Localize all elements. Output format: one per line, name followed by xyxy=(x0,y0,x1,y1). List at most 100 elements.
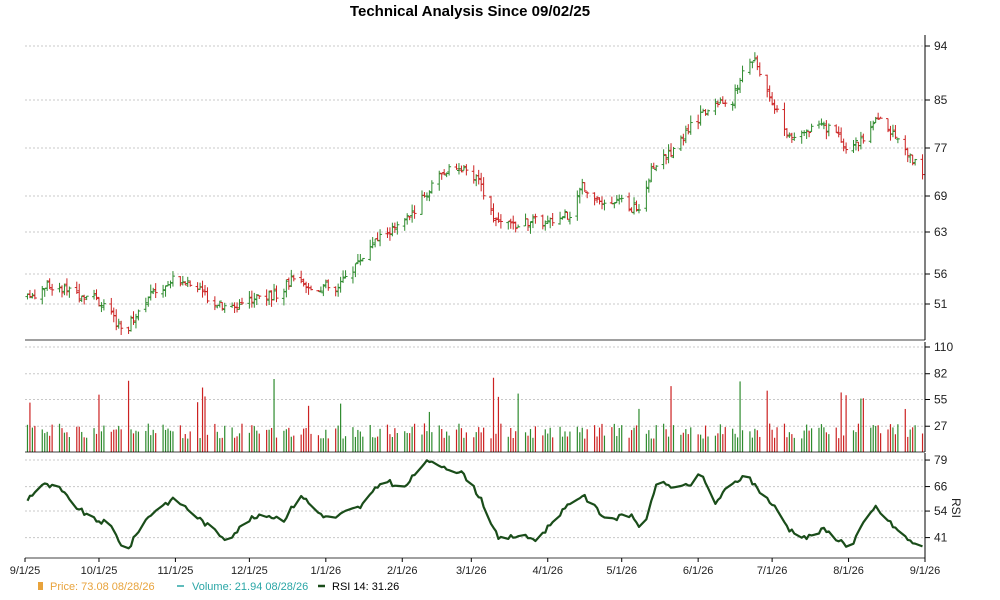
price-bar xyxy=(62,283,67,296)
price-bar xyxy=(442,169,447,176)
price-bar xyxy=(558,211,563,225)
price-bar xyxy=(264,289,269,306)
legend-rsi: RSI 14: 31.26 xyxy=(332,581,399,593)
price-bar xyxy=(493,217,498,227)
price-bar xyxy=(496,212,501,223)
price-bar xyxy=(834,124,839,133)
price-bar xyxy=(545,215,550,225)
price-bar xyxy=(844,142,849,154)
price-bar xyxy=(257,295,262,299)
price-bar xyxy=(696,114,701,130)
price-bar xyxy=(370,237,375,249)
price-tick-label: 85 xyxy=(934,93,948,107)
price-bar xyxy=(427,190,432,202)
price-bar xyxy=(664,154,669,165)
price-bar xyxy=(819,118,824,126)
price-bar xyxy=(424,192,429,201)
price-bar xyxy=(358,254,363,266)
price-bar xyxy=(481,177,486,200)
price-bar xyxy=(27,289,32,299)
price-bar xyxy=(274,285,279,303)
price-bar xyxy=(168,280,173,289)
price-bar xyxy=(671,146,676,159)
price-bar xyxy=(50,283,55,296)
price-bar xyxy=(703,109,708,116)
price-bar xyxy=(516,224,521,228)
price-bar xyxy=(772,99,777,114)
price-bar xyxy=(476,169,481,185)
price-bar xyxy=(217,300,222,308)
volume-tick-label: 27 xyxy=(934,419,948,433)
price-bar xyxy=(439,172,444,180)
price-bar xyxy=(730,101,735,111)
price-bar xyxy=(180,275,185,286)
price-bar xyxy=(77,283,82,303)
price-bar xyxy=(491,203,496,223)
price-bar xyxy=(506,221,511,230)
legend-price: Price: 73.08 08/28/26 xyxy=(50,581,155,593)
price-bar xyxy=(247,291,252,309)
price-bar xyxy=(575,190,580,221)
price-bar xyxy=(757,62,762,77)
price-bar xyxy=(651,162,656,170)
legend: Price: 73.08 08/28/26 Volume: 21.94 08/2… xyxy=(38,581,399,593)
price-bar xyxy=(550,212,555,227)
rsi-axis: 41 54 66 79 xyxy=(25,453,948,559)
price-bar xyxy=(368,239,373,261)
price-tick-label: 69 xyxy=(934,189,948,203)
price-bar xyxy=(770,92,775,106)
price-bar xyxy=(57,282,62,293)
price-bar xyxy=(143,297,148,313)
price-bar xyxy=(129,315,134,332)
price-bar xyxy=(649,163,654,183)
price-bar xyxy=(161,284,166,298)
price-bar xyxy=(706,109,711,116)
price-bar xyxy=(131,311,136,325)
x-axis: 9/1/25 10/1/25 11/1/25 12/1/25 1/1/26 2/1/26 3… xyxy=(10,558,940,577)
rsi-tick-label: 66 xyxy=(934,480,948,494)
price-bar xyxy=(489,195,494,216)
price-bar xyxy=(267,290,272,306)
price-bar xyxy=(853,137,858,151)
price-bar xyxy=(170,271,175,287)
price-bar xyxy=(387,227,392,241)
price-bar xyxy=(767,85,772,102)
price-bar xyxy=(602,199,607,211)
price-bar xyxy=(595,196,600,203)
price-bar xyxy=(920,154,925,180)
price-bar xyxy=(666,144,671,164)
price-bar xyxy=(40,285,45,305)
price-bar xyxy=(718,97,723,104)
price-bar xyxy=(74,281,79,294)
price-bar xyxy=(824,120,829,140)
price-bar xyxy=(153,283,158,299)
price-bar xyxy=(47,278,52,290)
price-bar xyxy=(511,215,516,230)
x-tick-label: 3/1/26 xyxy=(456,565,487,577)
price-bar xyxy=(563,209,567,219)
price-bar xyxy=(560,216,565,220)
price-bar xyxy=(861,133,866,144)
price-bar xyxy=(405,213,410,225)
price-bar xyxy=(281,288,286,306)
price-bar xyxy=(851,139,856,153)
chart-title: Technical Analysis Since 09/02/25 xyxy=(350,3,590,20)
price-bar xyxy=(787,132,792,138)
rsi-tick-label: 41 xyxy=(934,531,948,545)
price-bar xyxy=(612,202,617,209)
price-bar xyxy=(407,215,412,221)
price-bar xyxy=(461,164,466,171)
price-bar xyxy=(101,299,106,311)
price-bar xyxy=(654,165,659,172)
price-bar xyxy=(116,318,121,329)
price-bar xyxy=(82,294,87,305)
price-bar xyxy=(619,194,624,203)
x-tick-label: 10/1/25 xyxy=(81,565,118,577)
price-bar xyxy=(222,302,227,313)
x-tick-label: 6/1/26 xyxy=(683,565,714,577)
price-bar xyxy=(632,197,637,215)
x-tick-label: 2/1/26 xyxy=(387,565,418,577)
price-bar xyxy=(740,65,745,83)
